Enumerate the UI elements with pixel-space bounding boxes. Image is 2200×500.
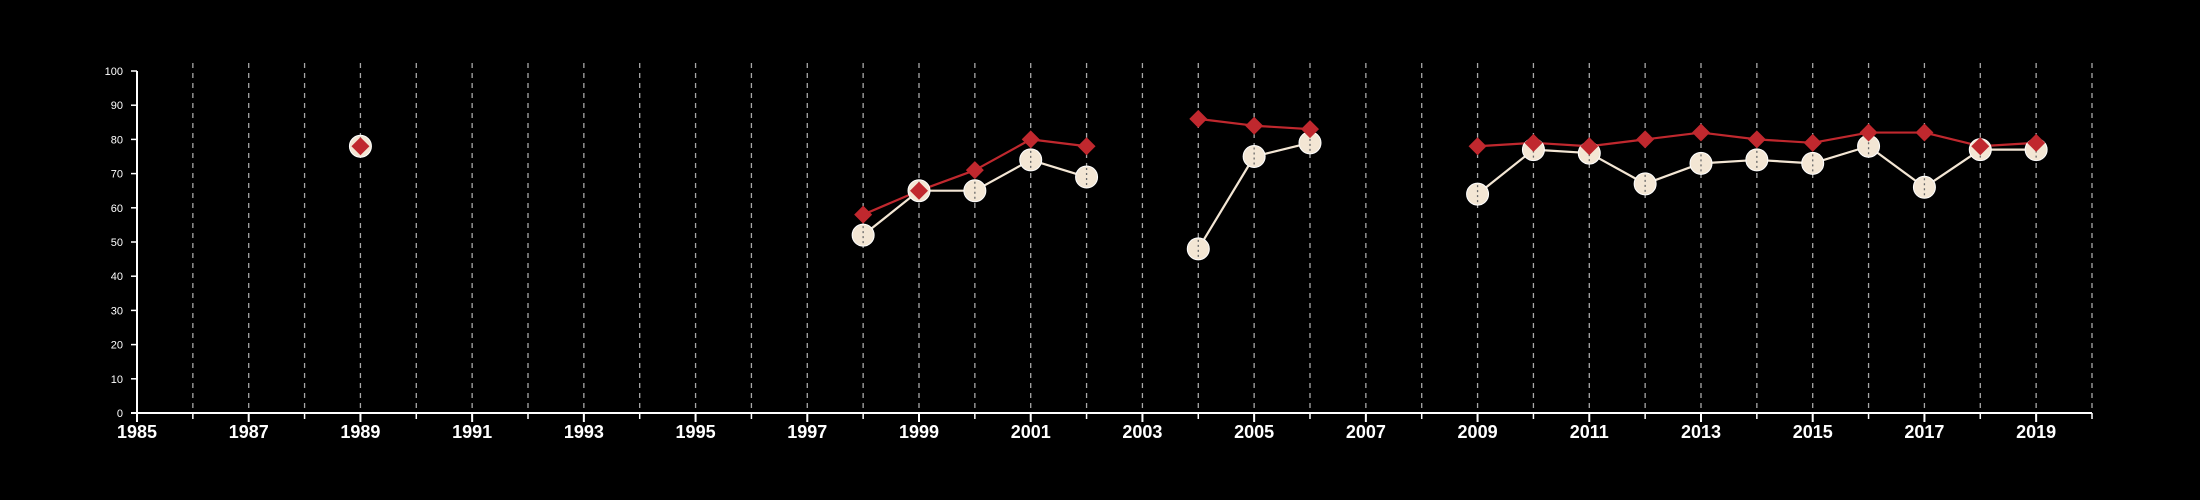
diamond-marker: [1580, 137, 1599, 156]
diamond-marker: [965, 161, 984, 180]
circle-marker: [1689, 151, 1713, 175]
y-tick-label: 80: [111, 134, 123, 146]
y-tick-label: 40: [111, 271, 123, 283]
x-tick-label: 1985: [117, 422, 157, 442]
x-tick-label: 2007: [1346, 422, 1386, 442]
y-tick-label: 60: [111, 203, 123, 215]
x-tick-label: 1987: [229, 422, 269, 442]
x-tick-label: 1989: [340, 422, 380, 442]
diamond-marker: [1859, 123, 1878, 142]
diamond-marker: [910, 181, 928, 200]
x-tick-label: 2003: [1122, 422, 1162, 442]
circle-marker: [963, 179, 987, 203]
diamond-marker: [1636, 130, 1655, 149]
x-tick-label: 2001: [1011, 422, 1051, 442]
diamond-marker: [1803, 133, 1822, 152]
circle-marker: [851, 223, 875, 247]
x-tick-label: 2013: [1681, 422, 1721, 442]
circle-marker: [1019, 148, 1043, 172]
circle-marker: [1633, 172, 1657, 196]
y-tick-label: 70: [111, 169, 123, 181]
x-tick-label: 1995: [676, 422, 716, 442]
x-tick-label: 1999: [899, 422, 939, 442]
diamond-marker: [1915, 123, 1934, 142]
axes: 0 10 20 30 40 50 60 70 80 90 100 1985 1987 1989 1991 19…: [105, 66, 2093, 442]
diamond-marker: [2027, 133, 2046, 152]
diamond-marker: [1692, 123, 1710, 142]
y-tick-label: 10: [111, 374, 123, 386]
circle-marker: [1466, 182, 1490, 206]
diamond-markers: [351, 109, 2046, 224]
circle-marker: [1186, 237, 1210, 261]
x-tick-label: 2011: [1570, 422, 1609, 442]
y-tick-label: 90: [111, 100, 123, 112]
x-tick-label: 1993: [564, 422, 604, 442]
y-tick-label: 50: [111, 237, 123, 249]
diamond-marker: [854, 205, 873, 224]
diamond-marker: [1077, 137, 1096, 156]
circle-marker: [1912, 175, 1936, 199]
grid-lines: [192, 63, 2093, 413]
y-tick-label: 100: [105, 66, 123, 78]
series-layer: [348, 109, 2048, 261]
x-tick-label: 2015: [1793, 422, 1833, 442]
circle-marker: [1075, 165, 1099, 189]
x-tick-label: 1997: [787, 422, 827, 442]
x-tick-label: 2019: [2016, 422, 2056, 442]
diamond-marker: [1301, 120, 1319, 139]
x-tick-label: 2009: [1458, 422, 1498, 442]
circle-marker: [1801, 151, 1825, 175]
y-tick-label: 30: [111, 305, 123, 317]
x-tick-label: 1991: [452, 422, 492, 442]
diamond-marker: [1971, 137, 1990, 156]
y-tick-label: 0: [117, 408, 123, 420]
diamond-marker: [1021, 130, 1040, 149]
diamond-marker: [1189, 109, 1208, 128]
diamond-marker: [1245, 116, 1264, 135]
y-tick-label: 20: [111, 340, 123, 352]
circle-marker: [1745, 148, 1769, 172]
diamond-marker: [351, 137, 370, 156]
diamond-marker: [1747, 130, 1766, 149]
x-tick-label: 2017: [1904, 422, 1944, 442]
circle-marker: [1242, 145, 1266, 168]
diamond-marker: [1524, 133, 1543, 152]
diamond-marker: [1468, 137, 1487, 156]
x-tick-label: 2005: [1234, 422, 1274, 442]
